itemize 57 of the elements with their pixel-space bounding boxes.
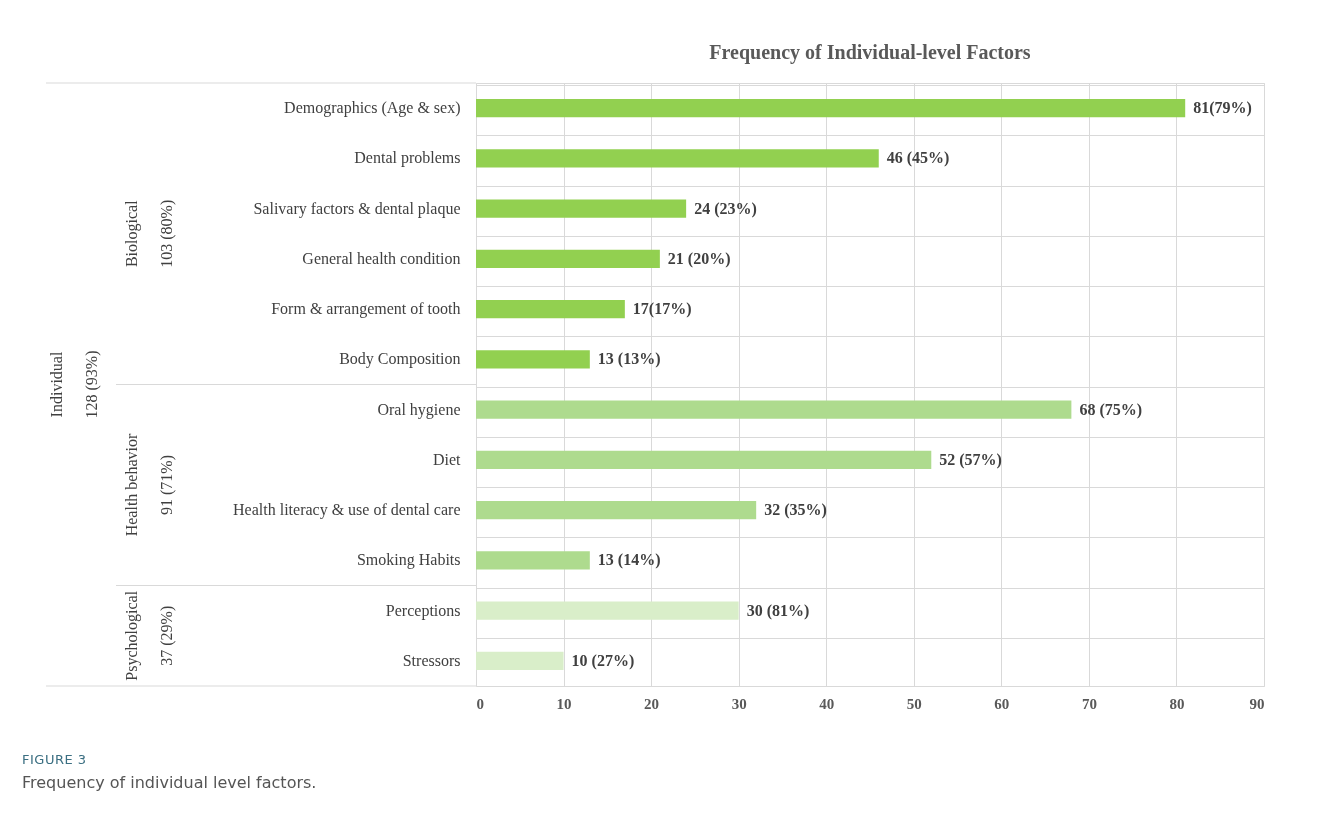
x-tick-label: 10 <box>556 695 572 712</box>
text: 37 (29%) <box>158 605 176 666</box>
x-tick-label: 60 <box>994 695 1010 712</box>
chart-title: Frequency of Individual-level Factors <box>709 40 1031 64</box>
y-tick-label: Body Composition <box>339 350 461 369</box>
x-tick-label: 80 <box>1169 695 1185 712</box>
x-tick-label: 30 <box>731 695 747 712</box>
bar <box>476 551 590 570</box>
y-tick-label: Form & arrangement of tooth <box>271 300 461 319</box>
x-tick-label: 50 <box>906 695 922 712</box>
y-tick-label: Stressors <box>402 651 461 669</box>
x-tick-label: 40 <box>819 695 835 712</box>
bar <box>476 199 687 218</box>
bar <box>476 651 564 670</box>
y-tick-label: General health condition <box>302 249 461 267</box>
y-tick-label: Demographics (Age & sex) <box>284 99 461 118</box>
bar <box>476 400 1072 419</box>
text: Psychological <box>123 590 141 681</box>
bar <box>476 149 879 168</box>
data-label: 10 (27%) <box>571 651 635 670</box>
bar <box>476 501 757 520</box>
data-label: 24 (23%) <box>694 199 757 218</box>
text: 91 (71%) <box>158 455 176 515</box>
y-tick-label: Dental problems <box>354 149 461 168</box>
data-label: 13 (14%) <box>597 551 661 570</box>
bar <box>476 99 1186 118</box>
text: 128 (93%) <box>83 350 101 419</box>
x-tick-label: 70 <box>1081 695 1097 712</box>
data-label: 32 (35%) <box>764 501 827 520</box>
data-label: 17(17%) <box>632 300 692 319</box>
bar <box>476 249 660 268</box>
caption: FIGURE 3 <box>22 752 88 767</box>
bar <box>476 450 932 469</box>
y-tick-label: Smoking Habits <box>356 551 461 570</box>
x-tick-label: 90 <box>1249 695 1265 712</box>
data-label: 46 (45%) <box>886 149 950 168</box>
text: 103 (80%) <box>158 199 176 268</box>
y-tick-label: Health literacy & use of dental care <box>233 501 461 520</box>
text: Frequency of individual level factors. <box>22 773 318 792</box>
data-label: 81(79%) <box>1193 99 1252 118</box>
y-tick-label: Oral hygiene <box>377 400 461 419</box>
bar <box>476 300 625 319</box>
text: Biological <box>123 199 141 268</box>
data-label: 30 (81%) <box>746 601 810 620</box>
data-label: 68 (75%) <box>1079 400 1143 419</box>
y-tick-label: Perceptions <box>385 601 461 620</box>
data-label: 13 (13%) <box>597 350 661 369</box>
text: Health behavior <box>123 433 140 537</box>
x-tick-label: 0 <box>476 695 484 712</box>
x-tick-label: 20 <box>644 695 660 712</box>
data-label: 21 (20%) <box>667 249 731 268</box>
text: Individual <box>48 351 65 418</box>
y-tick-label: Diet <box>432 450 462 468</box>
y-tick-label: Salivary factors & dental plaque <box>253 199 461 218</box>
data-label: 52 (57%) <box>939 450 1002 469</box>
bar <box>476 350 590 369</box>
bar <box>476 601 739 620</box>
